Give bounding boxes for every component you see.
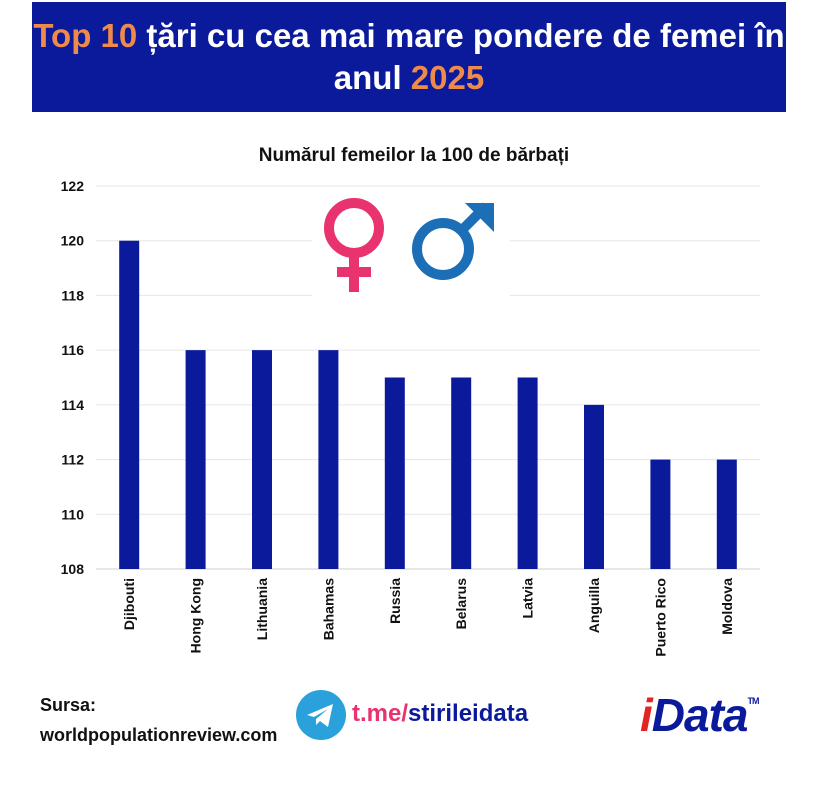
x-tick-label: Hong Kong [188,578,204,653]
telegram-link-prefix: t.me/ [352,700,409,727]
telegram-link-channel: stirileidata [408,700,529,727]
telegram-icon [296,690,346,740]
y-axis-ticks: 108 110 112 114 116 118 120 122 [61,178,85,577]
y-tick-label: 116 [61,342,84,358]
y-tick-label: 120 [61,233,85,249]
y-tick-label: 118 [61,287,84,303]
x-tick-label: Puerto Rico [652,578,668,657]
x-tick-label: Bahamas [320,578,336,640]
x-tick-label: Lithuania [254,578,270,640]
header-accent-year: 2025 [410,59,485,96]
header-text-2: anul [333,59,411,96]
bars [119,240,737,569]
gender-symbols [312,190,510,298]
x-axis-labels: Djibouti Hong Kong Lithuania Bahamas Russia B… [121,578,735,657]
bar-moldova [716,459,737,569]
bar-latvia [517,377,538,569]
bar-bahamas [318,350,339,569]
y-tick-label: 112 [61,452,84,468]
y-tick-label: 110 [61,506,84,522]
x-tick-label: Russia [387,578,403,624]
x-tick-label: Moldova [719,578,735,635]
header-text-1: țări cu cea mai mare pondere de femei în [137,17,785,54]
x-tick-label: Djibouti [121,578,137,630]
bar-djibouti [119,240,140,569]
source-note: Sursa: worldpopulationreview.com [40,690,277,750]
male-symbol-icon [412,202,494,280]
bar-hong-kong [185,350,206,569]
y-tick-label: 114 [61,397,84,413]
header-line-2: anul 2025 [32,57,786,99]
logo-i: i [640,689,653,741]
bar-russia [384,377,405,569]
x-tick-label: Belarus [453,578,469,630]
x-tick-label: Latvia [520,578,536,619]
female-symbol-icon [324,198,384,292]
y-tick-label: 108 [61,561,85,577]
bar-belarus [451,377,472,569]
bar-puerto-rico [650,459,671,569]
logo-data: Data [651,689,749,741]
header-accent-top10: Top 10 [33,17,138,54]
x-tick-label: Anguilla [586,578,602,633]
bar-anguilla [584,404,604,569]
y-tick-label: 122 [61,178,85,194]
logo-tm: TM [747,696,760,706]
chart-title: Numărul femeilor la 100 de bărbați [258,145,570,166]
source-label: Sursa: [40,695,97,715]
telegram-link[interactable]: t.me/stirileidata [352,700,528,728]
header-line-1: Top 10 țări cu cea mai mare pondere de f… [32,15,786,57]
source-value: worldpopulationreview.com [40,725,278,745]
header-banner: Top 10 țări cu cea mai mare pondere de f… [32,2,786,112]
bar-lithuania [252,350,272,569]
idata-logo: iDataTM [640,688,760,742]
